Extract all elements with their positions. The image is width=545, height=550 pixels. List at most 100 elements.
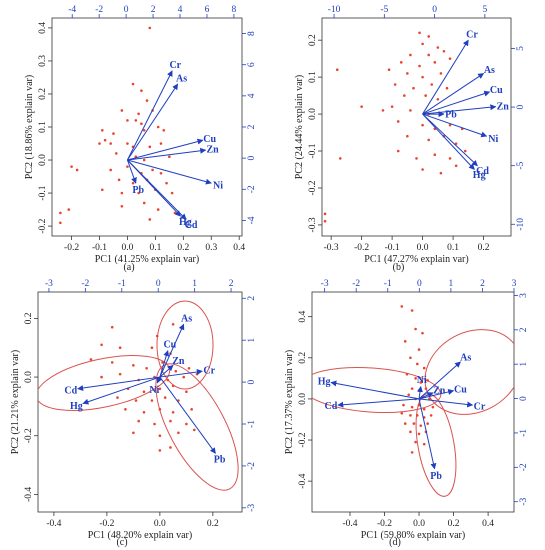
loading-arrow-as xyxy=(159,323,185,378)
loading-arrow-pb xyxy=(159,376,216,454)
loading-arrow-as xyxy=(422,73,485,115)
sample-point xyxy=(403,94,406,97)
sample-point xyxy=(360,105,363,108)
sample-point xyxy=(422,442,426,446)
sample-point xyxy=(109,142,112,145)
right-tick-label: -2 xyxy=(519,463,529,471)
group-ellipse xyxy=(156,300,214,390)
sample-point xyxy=(433,61,437,64)
y-axis-title: PC2 (17.37% explain var) xyxy=(284,350,295,454)
loading-label-ni: Ni xyxy=(213,181,223,192)
sample-point xyxy=(410,387,414,390)
loading-arrow-as xyxy=(127,83,179,161)
group-ellipse xyxy=(38,355,171,411)
panel-label: (c) xyxy=(116,537,127,548)
loading-arrow-cd xyxy=(77,376,160,392)
loading-arrow-cr xyxy=(126,70,173,161)
sample-point xyxy=(403,422,407,425)
sample-point xyxy=(396,120,400,123)
loading-arrow-cu xyxy=(159,350,170,378)
y-tick-label: -0.2 xyxy=(38,218,48,233)
loading-arrow-zn xyxy=(159,364,174,378)
sample-point xyxy=(439,171,443,175)
sample-point xyxy=(120,191,124,195)
loading-label-hg: Hg xyxy=(179,217,192,228)
right-tick-label: -10 xyxy=(516,218,526,231)
top-tick-label: -1 xyxy=(384,279,392,289)
sample-point xyxy=(433,153,437,157)
sample-point xyxy=(418,31,421,35)
sample-point xyxy=(421,331,424,335)
sample-point xyxy=(148,145,152,149)
loading-label-ni: Ni xyxy=(149,385,159,396)
top-tick-label: -3 xyxy=(321,279,329,289)
loading-arrow-pb xyxy=(126,159,137,184)
loading-label-as: As xyxy=(484,65,495,76)
group-ellipse xyxy=(312,367,442,413)
sample-point xyxy=(426,422,429,425)
y-axis-title: PC2 (24.44% explain var) xyxy=(294,75,305,179)
sample-point xyxy=(410,451,414,454)
panel-c: -0.4 -0.2 0.0 0.2 -0.4 -0.2 0.0 0.2 -3 -2 -1 0 1 2 -3 -… xyxy=(10,279,257,548)
sample-point xyxy=(445,86,449,90)
sample-point xyxy=(417,348,421,351)
sample-point xyxy=(131,181,135,185)
x-tick-label: -0.1 xyxy=(385,243,400,253)
sample-point xyxy=(120,204,124,208)
y-tick-label: 0.4 xyxy=(38,22,48,34)
sample-point xyxy=(436,97,440,101)
sample-point xyxy=(422,366,426,370)
sample-point xyxy=(390,105,394,108)
right-tick-label: -1 xyxy=(519,429,529,437)
sample-point xyxy=(140,122,143,125)
panel-d: -0.4 -0.2 0.0 0.2 0.4 -0.4 -0.2 0.0 0.2 0.4 -3 -2 -1… xyxy=(284,279,529,548)
sample-point xyxy=(171,410,175,414)
y-tick-label: 0.1 xyxy=(308,71,318,83)
sample-point xyxy=(414,327,417,331)
loading-arrow-cr xyxy=(418,398,474,408)
right-tick-label: 8 xyxy=(247,31,257,36)
sample-point xyxy=(158,434,162,438)
loading-label-cd: Cd xyxy=(64,385,77,396)
plot-area xyxy=(323,31,497,223)
y-axis-title: PC2 (18.86% explain var) xyxy=(24,75,35,179)
loading-arrow-as xyxy=(418,361,461,400)
top-tick-label: -2 xyxy=(352,279,360,289)
y-tick-label: -0.2 xyxy=(24,428,34,443)
top-tick-label: -10 xyxy=(328,5,341,15)
loading-label-cu: Cu xyxy=(490,85,503,96)
sample-point xyxy=(126,165,129,168)
sample-point xyxy=(448,57,452,60)
x-tick-label: -0.4 xyxy=(46,519,61,529)
loading-arrow-zn xyxy=(422,104,497,115)
top-tick-label: 0 xyxy=(417,279,422,289)
sample-point xyxy=(463,149,467,153)
sample-point xyxy=(171,384,175,388)
sample-point xyxy=(415,157,418,160)
loading-arrow-hg xyxy=(422,113,475,170)
sample-point xyxy=(151,168,154,172)
x-tick-label: 0.3 xyxy=(205,243,217,253)
sample-point xyxy=(396,149,400,153)
sample-point xyxy=(148,26,152,30)
sample-point xyxy=(132,431,135,435)
sample-point xyxy=(409,356,412,360)
loading-label-cr: Cr xyxy=(466,30,478,41)
x-axis-title: PC1 (59.80% explain var) xyxy=(361,530,465,541)
sample-point xyxy=(400,305,404,308)
x-tick-label: -0.3 xyxy=(324,243,339,253)
top-tick-label: -4 xyxy=(68,5,76,15)
sample-point xyxy=(190,408,193,411)
loading-label-cr: Cr xyxy=(169,60,181,71)
sample-point xyxy=(195,372,199,376)
sample-point xyxy=(75,168,79,172)
loading-label-ni: Ni xyxy=(488,134,498,145)
panel-label: (a) xyxy=(123,262,134,273)
sample-point xyxy=(110,325,114,329)
top-tick-label: -5 xyxy=(380,5,388,15)
sample-point xyxy=(117,178,121,182)
sample-point xyxy=(417,403,421,407)
sample-point xyxy=(126,142,129,145)
sample-point xyxy=(142,129,146,132)
group-ellipse xyxy=(424,329,514,415)
